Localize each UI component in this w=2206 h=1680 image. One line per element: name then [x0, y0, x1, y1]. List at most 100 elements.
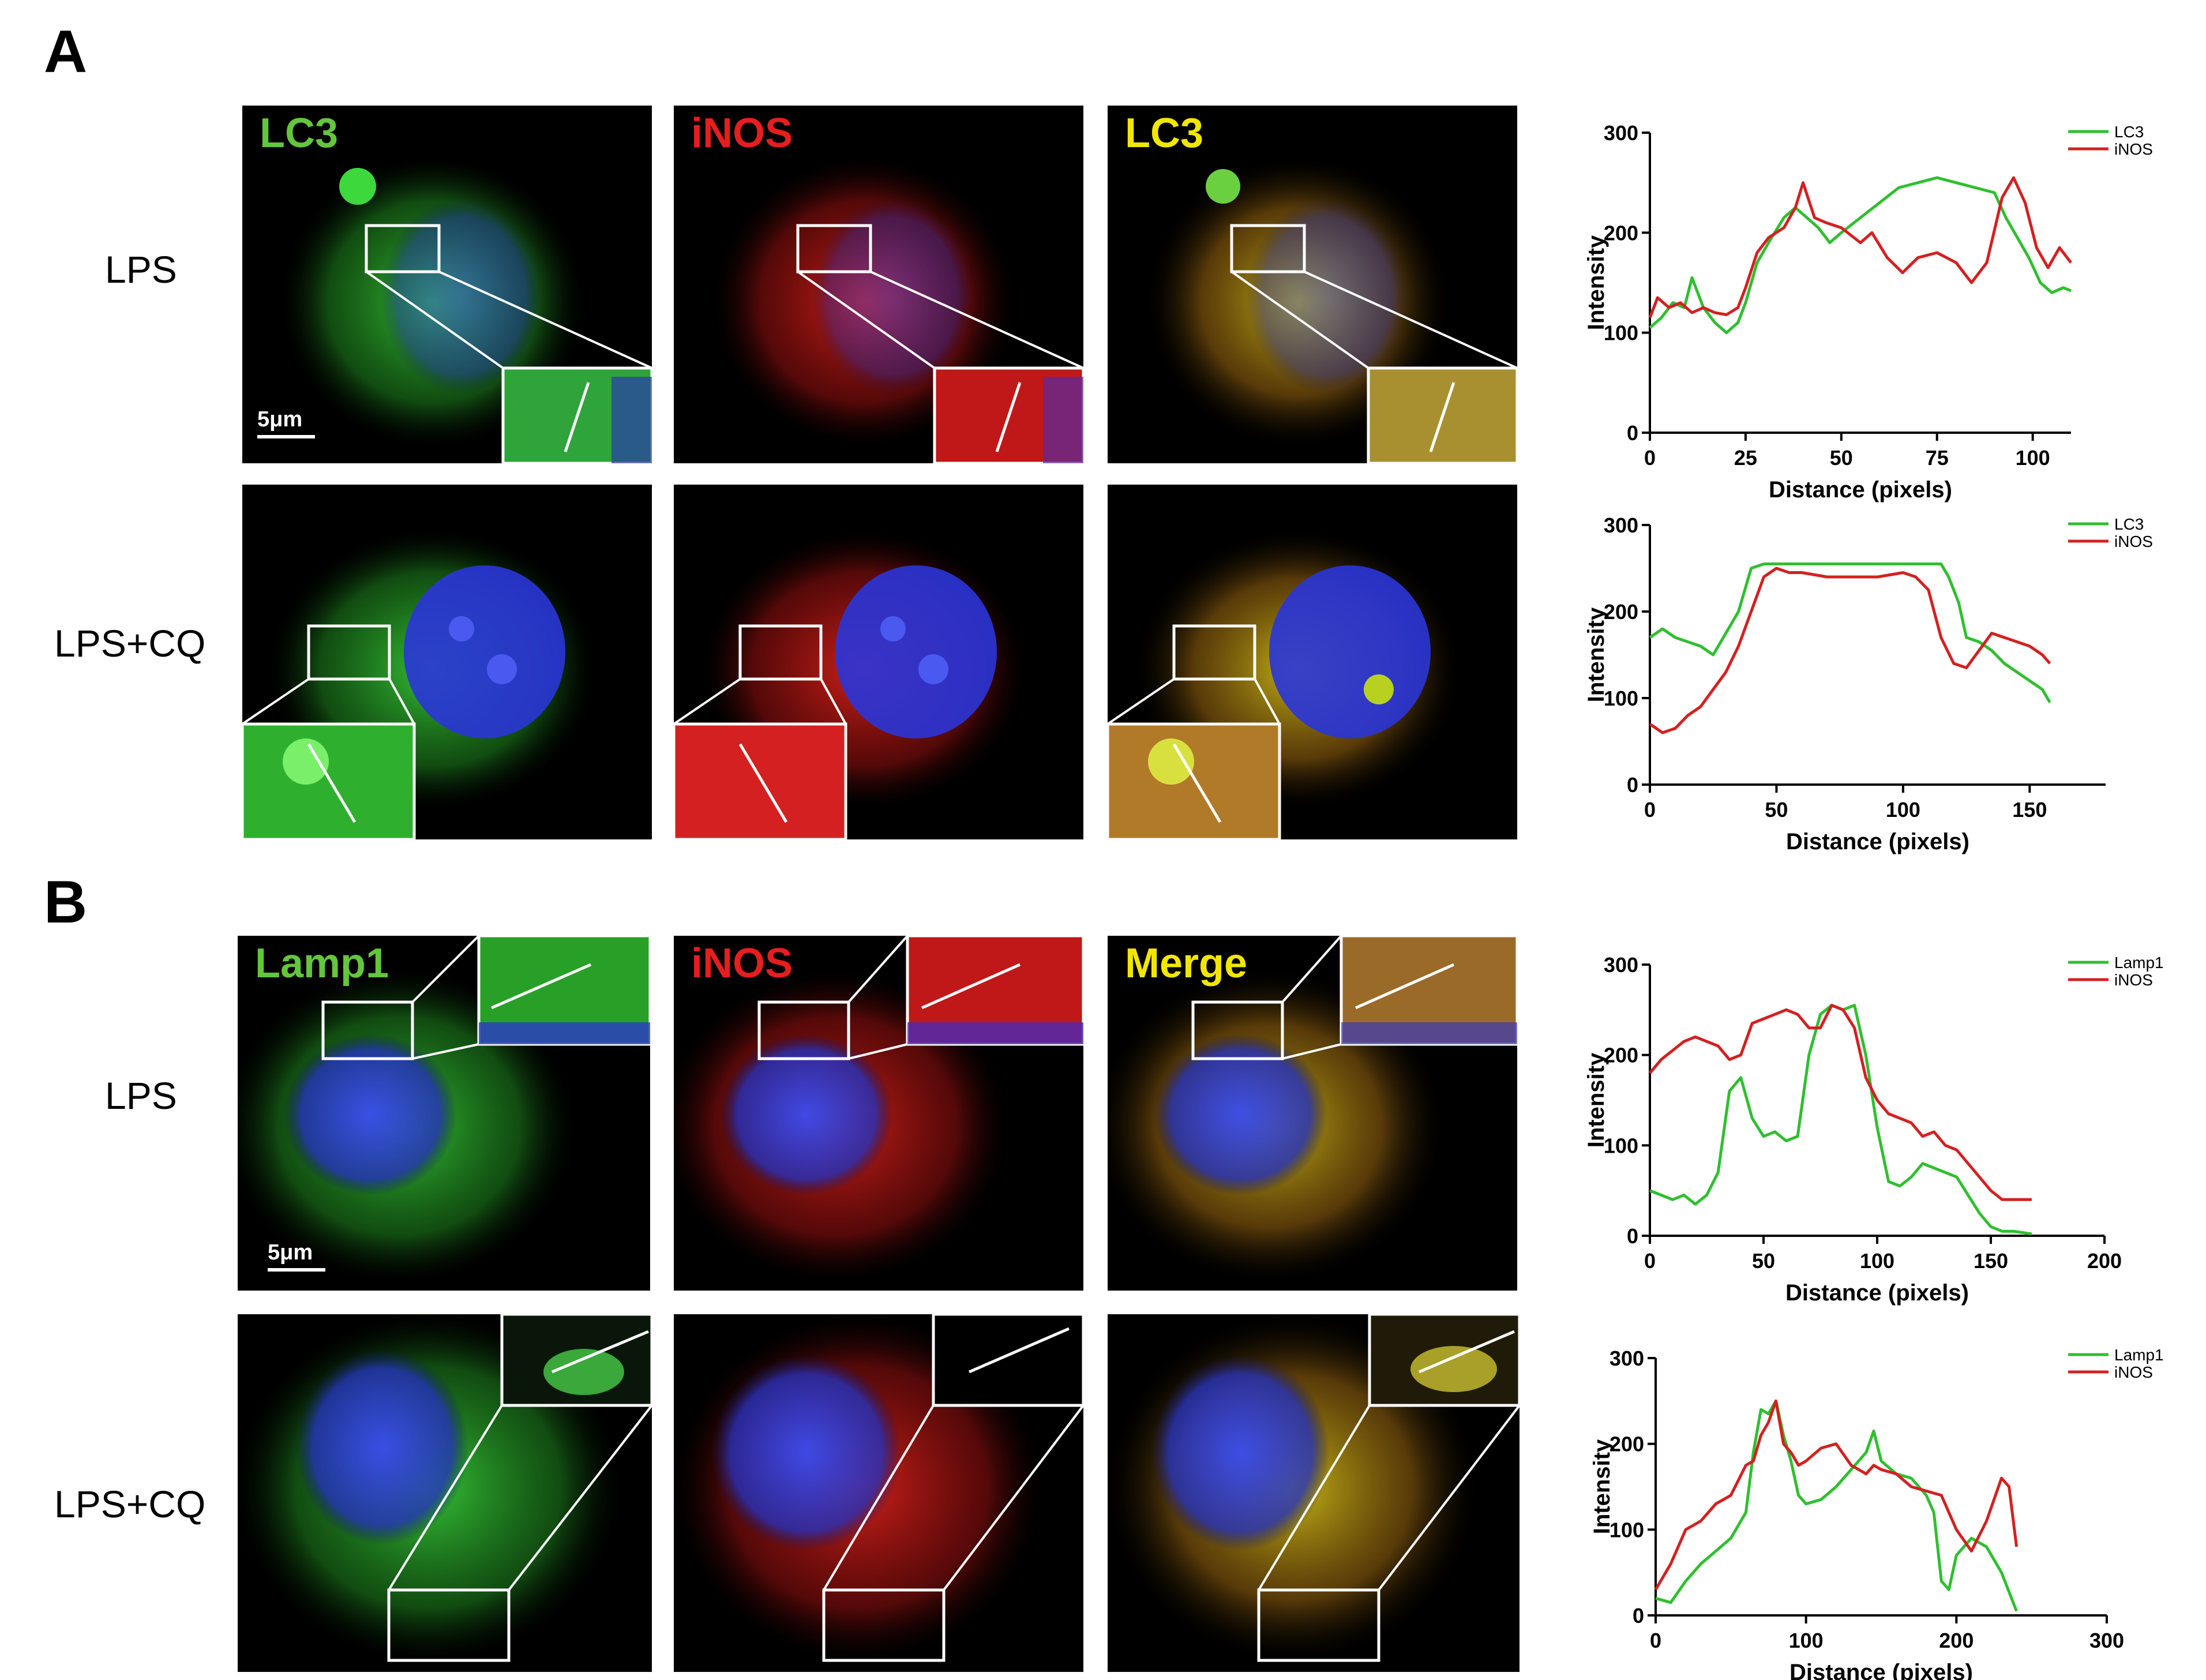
panel-letter-a: A: [44, 18, 88, 85]
y-tick-label: 200: [1610, 1432, 1644, 1456]
micrograph-b-lps-merge: Merge: [1108, 936, 1517, 1291]
series-line: [1654, 1399, 2019, 1591]
row-label-a-lps-cq: LPS+CQ: [54, 622, 206, 665]
legend-label: iNOS: [2114, 1363, 2153, 1381]
scale-bar: 5μm: [268, 1242, 325, 1272]
x-axis-label: Distance (pixels): [1785, 1280, 1969, 1306]
x-tick-label: 50: [1830, 446, 1853, 470]
channel-label-lc3: LC3: [260, 110, 339, 156]
y-tick-label: 100: [1604, 1134, 1638, 1157]
x-tick-label: 25: [1734, 446, 1757, 470]
micrograph-b-lpscq-lamp1: [238, 1314, 652, 1672]
channel-label-merge: Merge: [1125, 940, 1248, 987]
legend-label: Lamp1: [2114, 954, 2164, 972]
x-tick-label: 100: [1860, 1249, 1894, 1273]
x-tick-label: 0: [1644, 1249, 1656, 1273]
series-line: [1655, 1399, 2018, 1612]
channel-label-lc3-merge: LC3: [1125, 110, 1204, 156]
micrograph-a-lps-inos: iNOS: [674, 106, 1083, 463]
series-line: [1649, 1004, 2032, 1201]
x-tick-label: 75: [1926, 446, 1949, 470]
x-tick-label: 100: [2016, 446, 2050, 470]
x-tick-label: 100: [1886, 798, 1920, 822]
micrograph-b-lpscq-merge: [1108, 1314, 1520, 1672]
plot-svg: 0 100 200 300 0 100 200 300 Distance (pixels) Int…: [1589, 1346, 2164, 1680]
y-tick-label: 300: [1604, 121, 1638, 145]
micrograph-a-lpscq-lc3: [242, 485, 652, 839]
scale-bar: 5μm: [257, 408, 315, 438]
y-tick-label: 0: [1633, 1604, 1644, 1627]
x-tick-label: 100: [1789, 1629, 1824, 1652]
axes: 0 100 200 300 0 50 100 150 200 Distance (pixels) I…: [1584, 953, 2122, 1306]
channel-label-lamp1: Lamp1: [255, 940, 389, 987]
y-tick-label: 300: [1604, 953, 1638, 977]
legend-label: iNOS: [2114, 140, 2153, 158]
row-label-a-lps: LPS: [105, 248, 177, 291]
x-tick-label: 0: [1644, 798, 1656, 822]
y-tick-label: 100: [1604, 687, 1638, 710]
line-plot-b-lpscq: 0 100 200 300 0 100 200 300 Distance (pixels) Int…: [1558, 1338, 2204, 1680]
legend-label: LC3: [2114, 123, 2144, 141]
x-tick-label: 300: [2089, 1629, 2124, 1652]
x-tick-label: 200: [2087, 1249, 2122, 1273]
series-line: [1649, 567, 2051, 734]
micrograph-a-lps-lc3: LC3 5μm: [242, 106, 652, 463]
row-label-b-lps-cq: LPS+CQ: [54, 1483, 206, 1525]
y-axis-label: Intensity: [1584, 235, 1609, 330]
x-axis-label: Distance (pixels): [1789, 1660, 1973, 1680]
channel-label-inos: iNOS: [691, 940, 793, 987]
series-line: [1648, 176, 2072, 318]
axes: 0 100 200 300 0 50 100 150 Distance (pixels) Inte…: [1584, 513, 2106, 854]
y-tick-label: 0: [1627, 1224, 1638, 1248]
y-tick-label: 200: [1604, 600, 1638, 624]
x-tick-label: 0: [1644, 446, 1656, 470]
y-axis-label: Intensity: [1584, 607, 1609, 702]
x-tick-label: 0: [1650, 1629, 1661, 1652]
channel-label-inos: iNOS: [691, 110, 793, 156]
x-axis-label: Distance (pixels): [1769, 477, 1952, 502]
y-tick-label: 100: [1610, 1518, 1644, 1542]
micrograph-b-lps-inos: iNOS: [674, 936, 1083, 1291]
series-line: [1649, 1004, 2032, 1236]
scale-bar-line: [268, 1268, 325, 1272]
y-tick-label: 0: [1627, 421, 1638, 445]
plot-svg: 0 100 200 300 0 50 100 150 Distance (pixels) Inte…: [1584, 513, 2153, 854]
y-tick-label: 200: [1604, 221, 1638, 245]
micrograph-b-lps-lamp1: Lamp1 5μm: [238, 936, 650, 1291]
scale-bar-label: 5μm: [257, 407, 303, 432]
series-line: [1649, 562, 2051, 703]
y-tick-label: 100: [1604, 321, 1638, 345]
x-tick-label: 150: [2012, 798, 2047, 822]
y-tick-label: 300: [1604, 513, 1638, 537]
micrograph-a-lps-merge: LC3: [1108, 106, 1517, 463]
axes: 0 100 200 300 0 25 50 75 100 Distance (pixels) Int…: [1584, 121, 2071, 502]
y-tick-label: 200: [1604, 1044, 1638, 1067]
x-tick-label: 50: [1765, 798, 1788, 822]
x-tick-label: 50: [1752, 1249, 1775, 1273]
micrograph-a-lpscq-merge: [1108, 485, 1517, 839]
x-axis-label: Distance (pixels): [1786, 829, 1969, 854]
line-plot-a-lps: 0 100 200 300 0 25 50 75 100 Distance (pixels) Int…: [1569, 115, 2204, 502]
legend-label: Lamp1: [2114, 1346, 2164, 1364]
plot-svg: 0 100 200 300 0 25 50 75 100 Distance (pixels) Int…: [1584, 121, 2153, 502]
legend-label: LC3: [2114, 515, 2144, 533]
legend-label: iNOS: [2114, 532, 2153, 550]
y-tick-label: 0: [1627, 773, 1638, 797]
scale-bar-line: [257, 435, 315, 438]
line-plot-a-lpscq: 0 100 200 300 0 50 100 150 Distance (pixels) Inte…: [1569, 508, 2204, 865]
legend-label: iNOS: [2114, 971, 2153, 989]
series-line: [1649, 176, 2072, 335]
micrograph-b-lpscq-inos: [674, 1314, 1083, 1672]
panel-letter-b: B: [44, 869, 88, 936]
scale-bar-label: 5μm: [268, 1240, 313, 1265]
y-axis-label: Intensity: [1584, 1052, 1609, 1148]
line-plot-b-lps: 0 100 200 300 0 50 100 150 200 Distance (pixels) I…: [1558, 946, 2204, 1315]
y-axis-label: Intensity: [1589, 1439, 1615, 1534]
x-tick-label: 200: [1939, 1629, 1974, 1652]
x-tick-label: 150: [1974, 1249, 2008, 1273]
row-label-b-lps: LPS: [105, 1074, 177, 1117]
plot-svg: 0 100 200 300 0 50 100 150 200 Distance (pixels) I…: [1584, 953, 2164, 1306]
y-tick-label: 300: [1610, 1347, 1644, 1370]
axes: 0 100 200 300 0 100 200 300 Distance (pixels) Int…: [1589, 1347, 2124, 1680]
micrograph-a-lpscq-inos: [674, 485, 1083, 839]
